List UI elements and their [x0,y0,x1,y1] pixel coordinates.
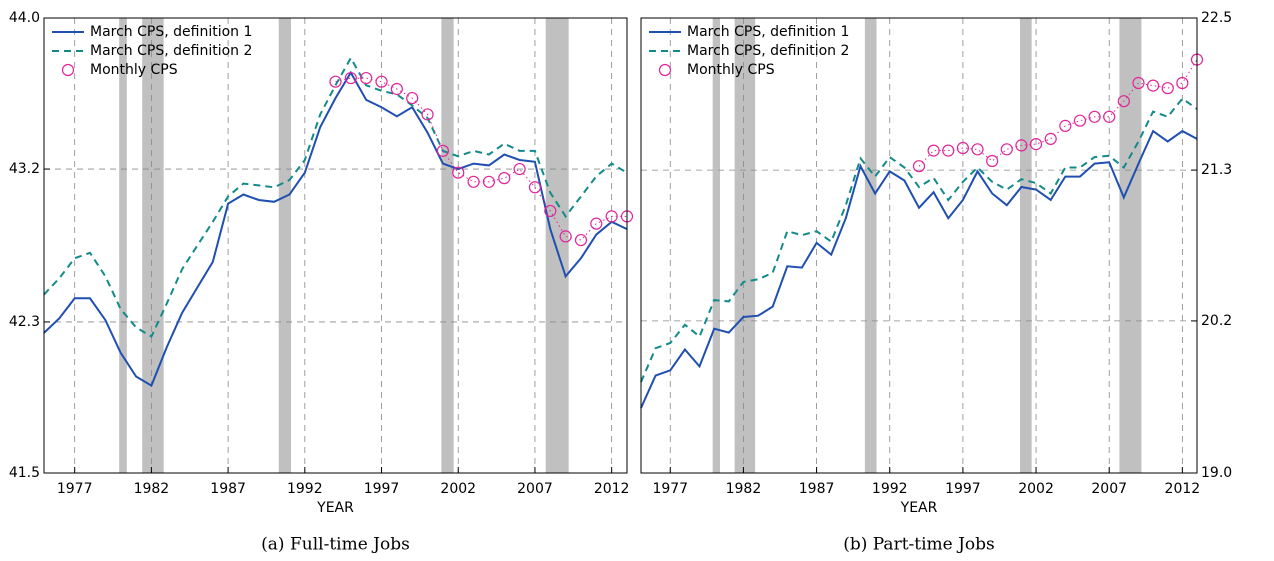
data-point [942,144,955,157]
recession-band [119,18,127,473]
x-tick-label: 2007 [517,481,553,497]
recession-band [441,18,454,473]
x-axis-label: YEAR [900,500,938,516]
plot-area [44,18,627,473]
data-point [927,144,940,157]
y-tick-label: 22.5 [1201,10,1232,26]
legend-label: March CPS, definition 1 [90,24,252,40]
y-tick-label: 19.0 [1201,465,1232,481]
x-tick-label: 1977 [652,481,688,497]
x-tick-label: 2012 [594,481,630,497]
y-tick-label: 41.5 [9,465,40,481]
data-point [436,144,449,157]
legend-label: March CPS, definition 1 [687,24,849,40]
x-tick-label: 2002 [440,481,476,497]
y-tick-label: 44.0 [9,10,40,26]
data-point [375,75,388,88]
x-tick-label: 1977 [57,481,93,497]
data-point [605,210,618,223]
data-point [421,108,434,121]
series-line [918,59,1198,167]
data-point [1117,95,1130,108]
data-point [1029,138,1043,151]
data-point [559,230,572,243]
x-tick-label: 1982 [726,481,762,497]
legend-label: Monthly CPS [687,62,775,78]
recession-band [864,18,877,473]
x-tick-label: 1997 [364,481,400,497]
data-point [986,154,999,168]
x-tick-label: 1992 [287,481,323,497]
data-point [1044,132,1057,145]
y-tick-label: 20.2 [1201,313,1232,329]
data-point [1132,76,1145,90]
data-point [513,162,526,176]
data-point [544,204,557,218]
data-point [1147,79,1160,92]
recession-band [712,18,721,473]
legend-label: March CPS, definition 2 [687,43,849,59]
data-point [1015,139,1028,152]
series-line [640,129,1198,409]
legend-label: Monthly CPS [90,62,178,78]
x-tick-label: 2007 [1091,481,1127,497]
series-line [640,97,1198,383]
x-tick-label: 1992 [872,481,908,497]
data-point [1059,119,1072,133]
recession-band [1119,18,1142,473]
x-tick-label: 1997 [945,481,981,497]
data-point [912,160,926,173]
panel: 1977 1982 1987 1992 1997 2002 2007 2012 41.5 42.3… [9,10,634,555]
series-line [43,70,628,388]
y-tick-label: 43.2 [9,161,40,177]
data-point [1088,110,1101,123]
x-tick-label: 2002 [1018,481,1054,497]
data-point [390,82,403,96]
data-point [498,172,511,185]
caption: (b) Part-time Jobs [843,535,995,555]
recession-band [734,18,756,473]
data-point [590,217,603,230]
y-tick-label: 42.3 [9,314,40,330]
data-point [452,166,465,179]
data-point [1161,82,1174,95]
plot-frame [43,17,628,474]
x-tick-label: 1987 [210,481,246,497]
data-point [971,143,984,156]
data-point [360,71,373,85]
y-tick-label: 21.3 [1201,162,1232,178]
legend-marker [658,63,672,77]
data-point [406,91,419,105]
legend-marker [61,63,75,77]
data-point [1000,143,1013,156]
data-point [1176,76,1189,90]
series-line [43,55,628,338]
data-point [482,175,496,188]
caption: (a) Full-time Jobs [261,535,410,555]
plot-area [641,18,1197,473]
recession-band [278,18,292,473]
data-point [344,71,357,85]
x-tick-label: 1982 [134,481,170,497]
series-line [335,77,627,241]
data-point [329,75,342,88]
recession-band [1019,18,1032,473]
data-point [467,175,480,188]
plot-frame [640,17,1198,474]
x-axis-label: YEAR [316,500,354,516]
x-tick-label: 1987 [799,481,835,497]
recession-band [142,18,164,473]
legend-label: March CPS, definition 2 [90,43,252,59]
data-point [956,141,969,155]
data-point [1073,114,1087,127]
data-point [1103,110,1116,123]
data-point [528,181,542,194]
x-tick-label: 2012 [1165,481,1201,497]
recession-band [545,18,569,473]
data-point [574,233,588,247]
